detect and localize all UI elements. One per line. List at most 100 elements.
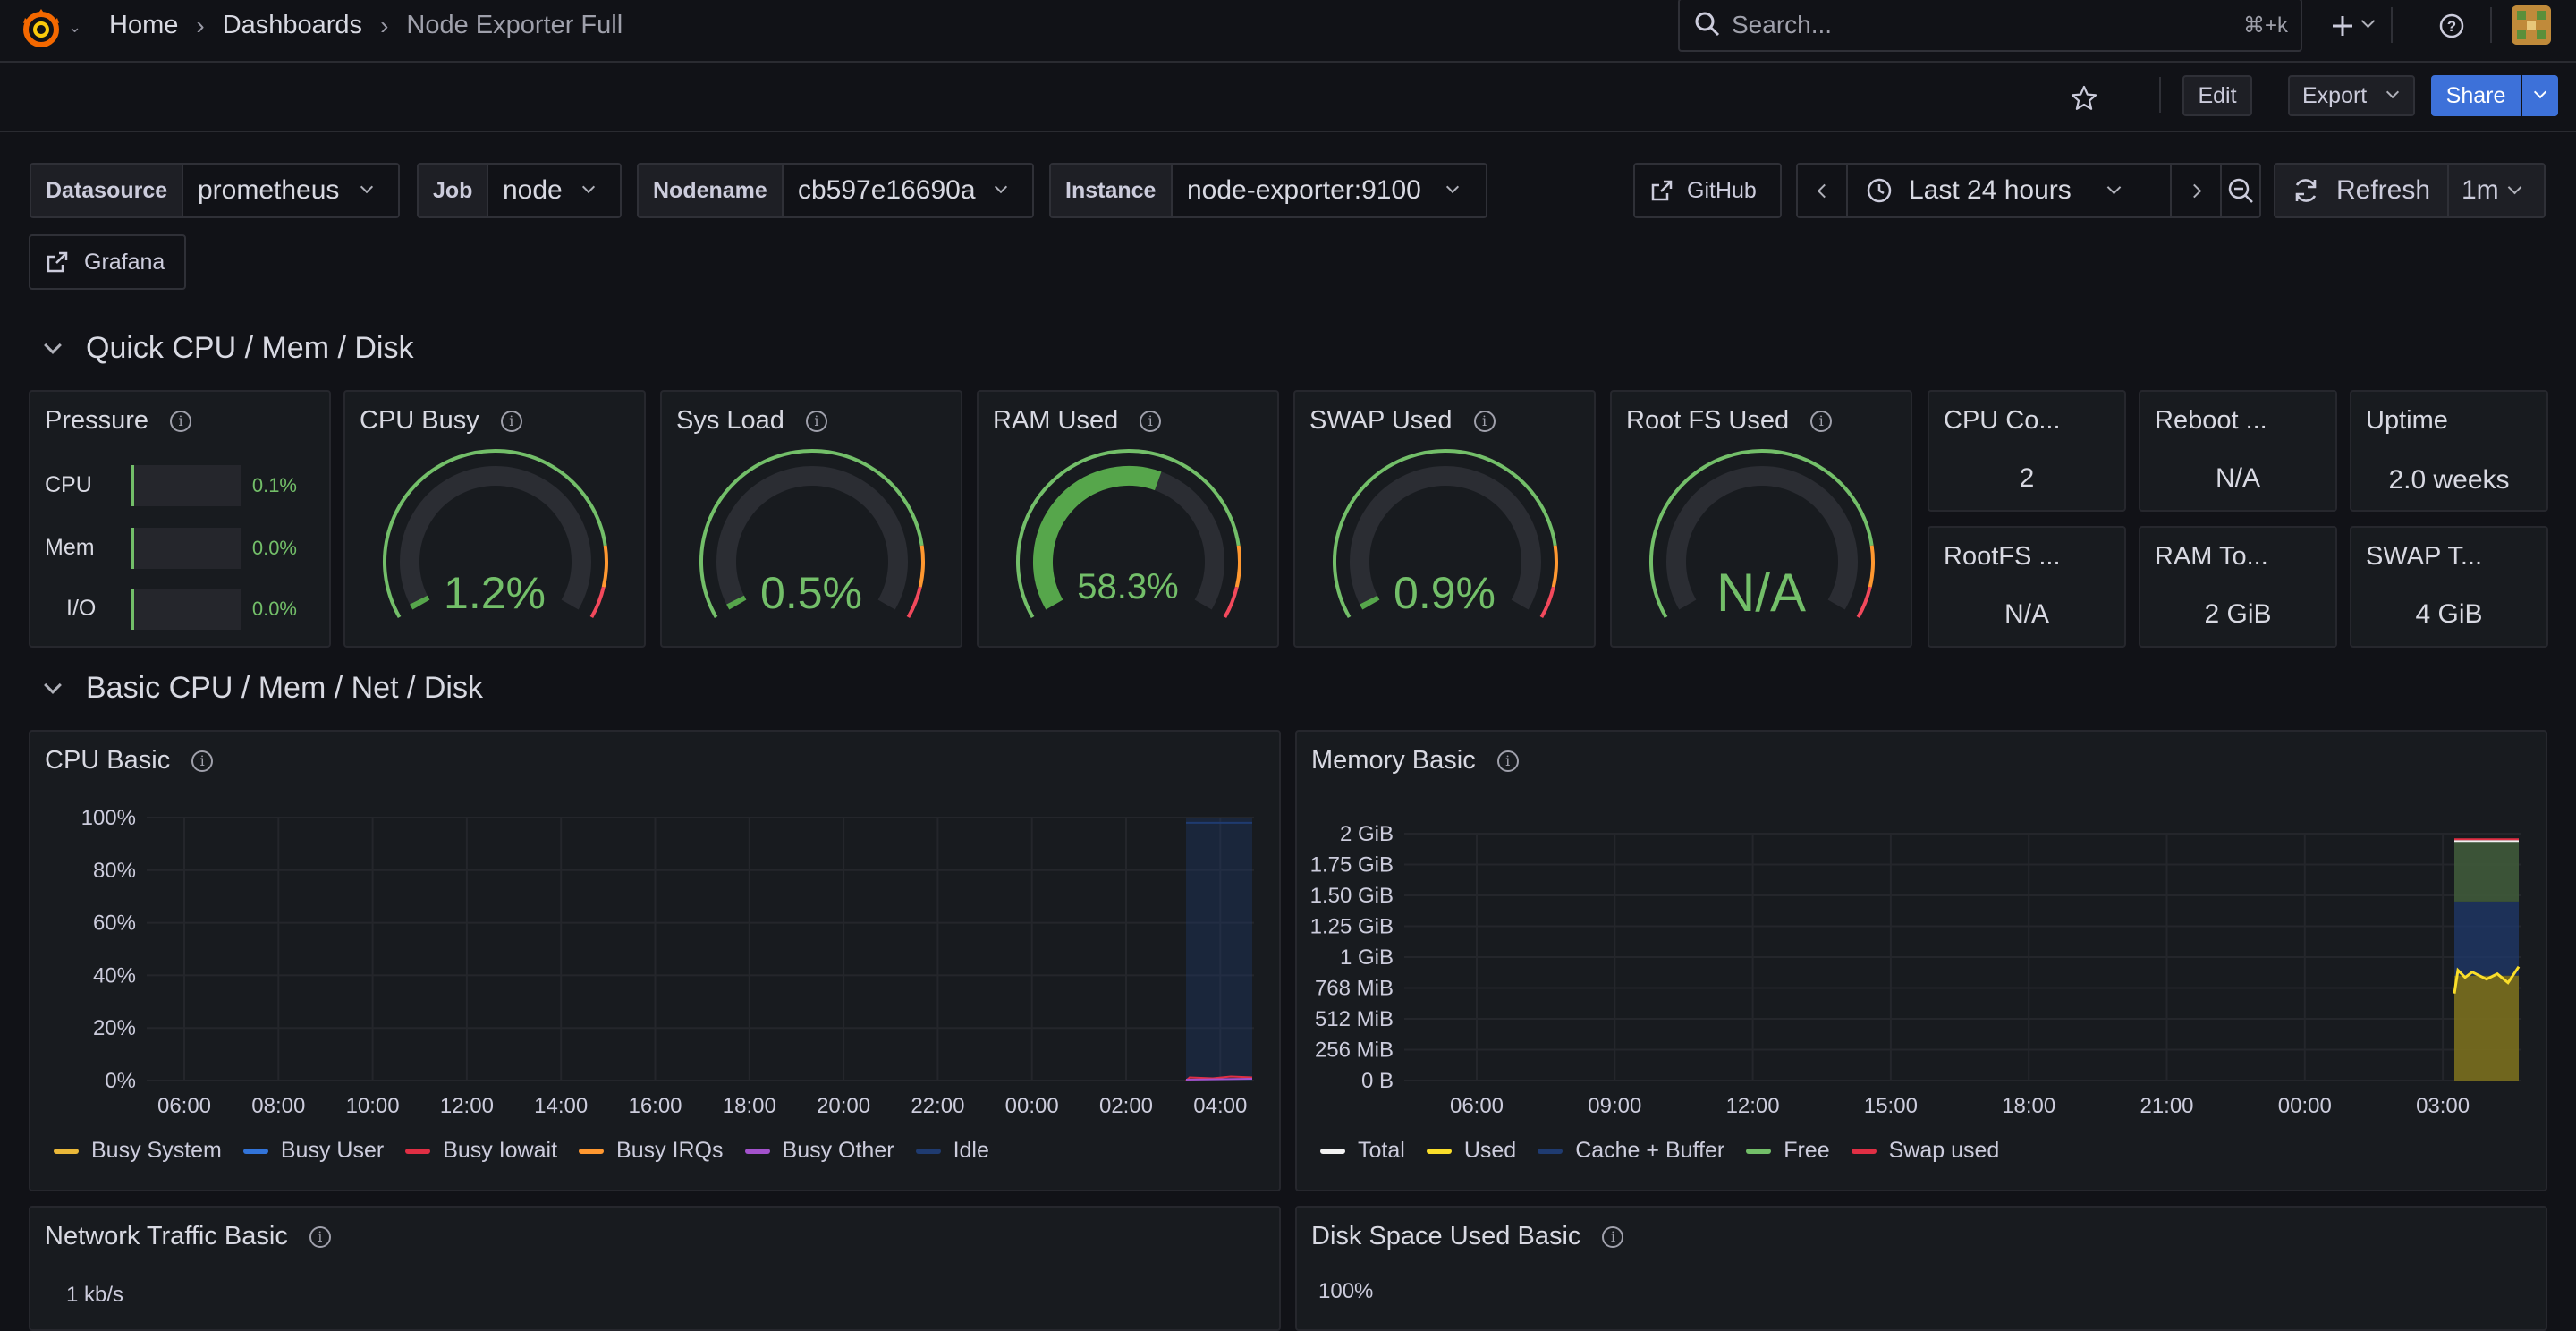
- gauge-panel: Sys Load 0.5%: [660, 390, 962, 648]
- gauge-panel: SWAP Used 0.9%: [1293, 390, 1596, 648]
- x-tick-label: 18:00: [2002, 1094, 2055, 1118]
- gauge-arc: [699, 449, 925, 618]
- pressure-label-cpu: CPU: [45, 472, 92, 497]
- panel-title: SWAP Used: [1309, 406, 1496, 436]
- info-icon[interactable]: [1496, 750, 1519, 772]
- legend-swatch: [1320, 1148, 1345, 1154]
- panel-title: Reboot ...: [2155, 406, 2267, 435]
- panel-title: CPU Busy: [360, 406, 522, 436]
- gauge-threshold-arc: [1223, 586, 1239, 618]
- nodename-variable-select[interactable]: cb597e16690a: [784, 163, 1034, 218]
- legend-swatch: [744, 1148, 770, 1154]
- memory-basic-chart[interactable]: 2 GiB 1.75 GiB 1.50 GiB 1.25 GiB 1 GiB 768 Mi…: [1297, 732, 2549, 1193]
- legend-item[interactable]: Busy Iowait: [443, 1138, 558, 1163]
- y-tick-label: 2 GiB: [1340, 822, 1394, 846]
- plus-icon[interactable]: [2329, 13, 2356, 39]
- x-tick-label: 06:00: [1450, 1094, 1504, 1118]
- zoom-out-button[interactable]: [2220, 163, 2261, 218]
- panel-title: RAM To...: [2155, 542, 2268, 571]
- datasource-variable-select[interactable]: prometheus: [183, 163, 400, 218]
- time-range-picker[interactable]: Last 24 hours: [1846, 163, 2172, 218]
- legend-item[interactable]: Free: [1784, 1138, 1830, 1163]
- share-options-button[interactable]: [2522, 75, 2558, 116]
- cpu-basic-chart[interactable]: 100% 80% 60% 40% 20% 0% 06:00 08:00 10:00 12:00 14…: [30, 732, 1283, 1193]
- y-tick-label: 100%: [1318, 1279, 1374, 1303]
- info-icon[interactable]: [309, 1225, 331, 1248]
- panel-title-text: Network Traffic Basic: [45, 1222, 288, 1250]
- panel-title: SWAP T...: [2366, 542, 2483, 571]
- legend-item[interactable]: Busy System: [91, 1138, 222, 1163]
- gauge-threshold-arc: [601, 545, 608, 588]
- refresh-icon: [2295, 179, 2317, 202]
- info-icon[interactable]: [170, 410, 192, 432]
- chevron-down-icon: [2533, 85, 2547, 99]
- search-input[interactable]: Search... ⌘+k: [1678, 0, 2302, 52]
- info-icon[interactable]: [1810, 410, 1833, 432]
- chevron-down-icon[interactable]: [2360, 13, 2376, 29]
- legend-swatch: [54, 1148, 79, 1154]
- gauge-value: 0.9%: [1394, 568, 1496, 618]
- edit-button[interactable]: Edit: [2182, 75, 2252, 116]
- panel-title: Disk Space Used Basic: [1311, 1222, 1624, 1251]
- refresh-interval-picker[interactable]: 1m: [2447, 163, 2546, 218]
- legend-item[interactable]: Idle: [953, 1138, 989, 1163]
- gauge-arc: [1016, 449, 1241, 618]
- info-icon[interactable]: [1602, 1225, 1624, 1248]
- info-icon[interactable]: [805, 410, 827, 432]
- gauge-threshold-arc: [1539, 586, 1555, 618]
- busy-other-line: [1185, 1078, 1253, 1081]
- legend-item[interactable]: Used: [1463, 1138, 1517, 1163]
- free-area: [2454, 841, 2519, 902]
- help-icon[interactable]: ?: [2438, 13, 2465, 39]
- gauge-threshold-arc: [383, 449, 607, 618]
- star-icon[interactable]: [2070, 84, 2098, 113]
- grafana-link[interactable]: Grafana: [29, 234, 186, 290]
- gauge-panel: Root FS Used N/A: [1610, 390, 1912, 648]
- row-basic-cpu-mem-net-disk[interactable]: Basic CPU / Mem / Net / Disk: [44, 671, 483, 706]
- grafana-label: Grafana: [84, 249, 165, 275]
- row-quick-cpu-mem-disk[interactable]: Quick CPU / Mem / Disk: [44, 331, 413, 366]
- gauge-value: N/A: [1716, 563, 1807, 623]
- legend-item[interactable]: Total: [1358, 1138, 1405, 1163]
- pressure-value-io: 0.0%: [251, 598, 297, 620]
- legend-item[interactable]: Busy User: [280, 1138, 385, 1163]
- instance-variable-select[interactable]: node-exporter:9100: [1173, 163, 1487, 218]
- menu-chevron-down-icon[interactable]: ⌄: [68, 18, 82, 36]
- info-icon[interactable]: [1140, 410, 1162, 432]
- network-traffic-basic-panel: Network Traffic Basic 1 kb/s: [29, 1206, 1281, 1331]
- stat-value: 4 GiB: [2415, 599, 2483, 629]
- gauge-threshold-arc: [1016, 449, 1241, 618]
- x-tick-label: 10:00: [346, 1094, 400, 1118]
- breadcrumb-home[interactable]: Home: [109, 11, 179, 39]
- info-icon[interactable]: [1473, 410, 1496, 432]
- avatar[interactable]: [2512, 5, 2551, 45]
- legend-item[interactable]: Busy IRQs: [616, 1138, 724, 1163]
- legend-item[interactable]: Busy Other: [782, 1138, 894, 1163]
- share-button[interactable]: Share: [2431, 75, 2521, 116]
- export-button[interactable]: Export: [2288, 75, 2415, 116]
- time-shift-forward-button[interactable]: [2170, 163, 2222, 218]
- pressure-panel: Pressure CPU 0.1% Mem 0.0% I/O 0.0%: [29, 390, 331, 648]
- breadcrumb-dashboards[interactable]: Dashboards: [222, 11, 363, 39]
- memory-basic-legend: Total Used Cache + Buffer Free Swap used: [1320, 1138, 1999, 1164]
- panel-title-text: Memory Basic: [1311, 746, 1476, 775]
- time-shift-back-button[interactable]: [1796, 163, 1848, 218]
- github-link[interactable]: GitHub: [1633, 163, 1782, 218]
- info-icon[interactable]: [191, 750, 214, 772]
- gauge-threshold-arc: [1868, 545, 1875, 588]
- job-variable-select[interactable]: node: [488, 163, 622, 218]
- instance-variable-label: Instance: [1049, 163, 1173, 218]
- legend-swatch: [915, 1148, 941, 1154]
- used-area: [2454, 975, 2519, 1081]
- pressure-value-cpu: 0.1%: [251, 474, 297, 496]
- pressure-label-io: I/O: [66, 596, 97, 621]
- refresh-button[interactable]: Refresh: [2274, 163, 2449, 218]
- y-tick-label: 256 MiB: [1315, 1039, 1394, 1063]
- legend-item[interactable]: Swap used: [1888, 1138, 2000, 1163]
- gauge-arc: [383, 449, 608, 618]
- stat-panel-swap-total: SWAP T... 4 GiB: [2350, 526, 2548, 648]
- legend-swatch: [579, 1148, 605, 1154]
- grafana-logo-icon[interactable]: [18, 5, 68, 50]
- info-icon[interactable]: [500, 410, 522, 432]
- legend-item[interactable]: Cache + Buffer: [1575, 1138, 1725, 1163]
